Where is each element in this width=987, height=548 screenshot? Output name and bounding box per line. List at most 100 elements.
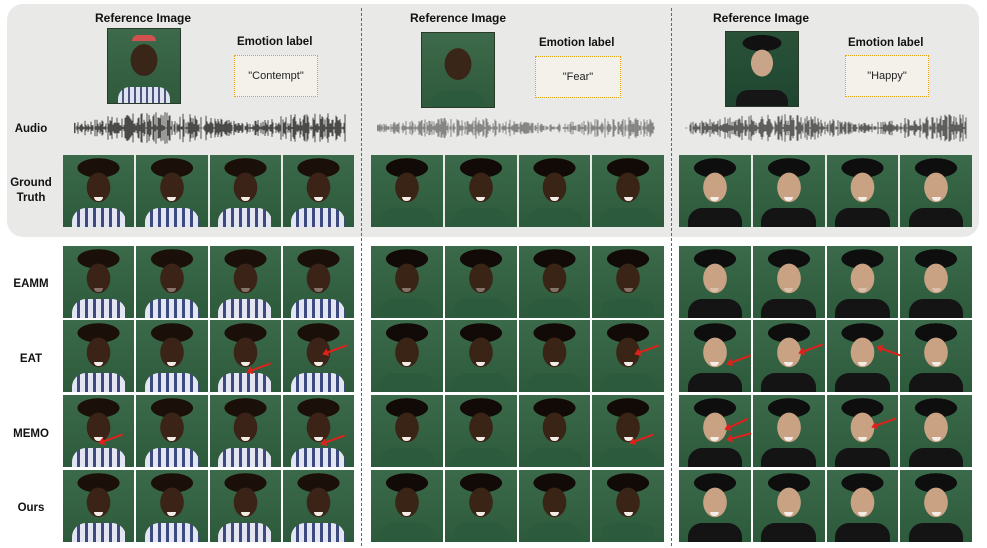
video-frame	[444, 155, 517, 227]
video-frame	[444, 320, 517, 392]
video-frame	[752, 395, 825, 467]
video-frame	[679, 246, 751, 318]
memo-frames	[679, 395, 972, 467]
row-label-ground-truth-line2: Truth	[16, 192, 46, 204]
reference-image-title: Reference Image	[713, 11, 810, 25]
emotion-label-box: "Contempt"	[234, 55, 318, 97]
row-label-eat: EAT	[19, 353, 43, 365]
ground-truth-frames	[371, 155, 664, 227]
video-frame	[371, 395, 443, 467]
video-frame	[679, 395, 751, 467]
video-frame	[371, 155, 443, 227]
video-frame	[209, 320, 281, 392]
video-frame	[826, 395, 899, 467]
video-frame	[209, 395, 281, 467]
row-label-ground-truth-line1: Ground	[10, 177, 52, 189]
video-frame	[826, 246, 899, 318]
video-frame	[136, 320, 208, 392]
video-frame	[518, 155, 591, 227]
row-label-ours: Ours	[17, 502, 45, 514]
video-frame	[444, 470, 517, 542]
video-frame	[752, 320, 825, 392]
video-frame	[136, 395, 208, 467]
emotion-label-box: "Fear"	[535, 56, 621, 98]
reference-image	[421, 32, 495, 108]
video-frame	[209, 470, 281, 542]
eamm-frames	[679, 246, 972, 318]
reference-image-title: Reference Image	[95, 11, 192, 25]
eat-frames	[679, 320, 972, 392]
video-frame	[63, 246, 135, 318]
reference-image	[107, 28, 181, 104]
emotion-label-box: "Happy"	[845, 55, 929, 97]
memo-frames	[63, 395, 354, 467]
row-label-memo: MEMO	[13, 428, 49, 440]
video-frame	[136, 470, 208, 542]
video-frame	[752, 246, 825, 318]
video-frame	[518, 395, 591, 467]
audio-waveform	[377, 117, 655, 139]
row-label-audio: Audio	[14, 123, 48, 135]
ours-frames	[371, 470, 664, 542]
ours-frames	[679, 470, 972, 542]
video-frame	[900, 470, 972, 542]
audio-waveform	[74, 112, 346, 144]
video-frame	[592, 246, 664, 318]
video-frame	[679, 155, 751, 227]
video-frame	[444, 246, 517, 318]
row-label-eamm: EAMM	[13, 278, 49, 290]
video-frame	[752, 155, 825, 227]
reference-image	[725, 31, 799, 107]
row-label-ground-truth: Ground Truth	[0, 176, 62, 206]
video-frame	[63, 395, 135, 467]
video-frame	[282, 155, 354, 227]
video-frame	[826, 470, 899, 542]
video-frame	[63, 320, 135, 392]
audio-waveform	[685, 114, 967, 142]
memo-frames	[371, 395, 664, 467]
ground-truth-frames	[63, 155, 354, 227]
video-frame	[900, 246, 972, 318]
eamm-frames	[371, 246, 664, 318]
video-frame	[900, 395, 972, 467]
reference-image-title: Reference Image	[410, 11, 507, 25]
emotion-label-title: Emotion label	[848, 37, 924, 49]
video-frame	[592, 155, 664, 227]
video-frame	[518, 470, 591, 542]
video-frame	[371, 246, 443, 318]
emotion-label-title: Emotion label	[539, 37, 615, 49]
video-frame	[209, 246, 281, 318]
video-frame	[752, 470, 825, 542]
video-frame	[282, 470, 354, 542]
video-frame	[371, 320, 443, 392]
video-frame	[63, 155, 135, 227]
video-frame	[679, 470, 751, 542]
video-frame	[592, 395, 664, 467]
video-frame	[826, 155, 899, 227]
video-frame	[592, 470, 664, 542]
ground-truth-frames	[679, 155, 972, 227]
video-frame	[679, 320, 751, 392]
video-frame	[592, 320, 664, 392]
ours-frames	[63, 470, 354, 542]
video-frame	[282, 320, 354, 392]
video-frame	[518, 246, 591, 318]
eamm-frames	[63, 246, 354, 318]
video-frame	[63, 470, 135, 542]
video-frame	[900, 155, 972, 227]
emotion-label-title: Emotion label	[237, 36, 313, 48]
video-frame	[282, 246, 354, 318]
video-frame	[136, 246, 208, 318]
video-frame	[282, 395, 354, 467]
video-frame	[136, 155, 208, 227]
video-frame	[900, 320, 972, 392]
video-frame	[371, 470, 443, 542]
video-frame	[518, 320, 591, 392]
column-divider	[671, 8, 672, 546]
video-frame	[826, 320, 899, 392]
eat-frames	[63, 320, 354, 392]
video-frame	[444, 395, 517, 467]
video-frame	[209, 155, 281, 227]
column-divider	[361, 8, 362, 546]
eat-frames	[371, 320, 664, 392]
